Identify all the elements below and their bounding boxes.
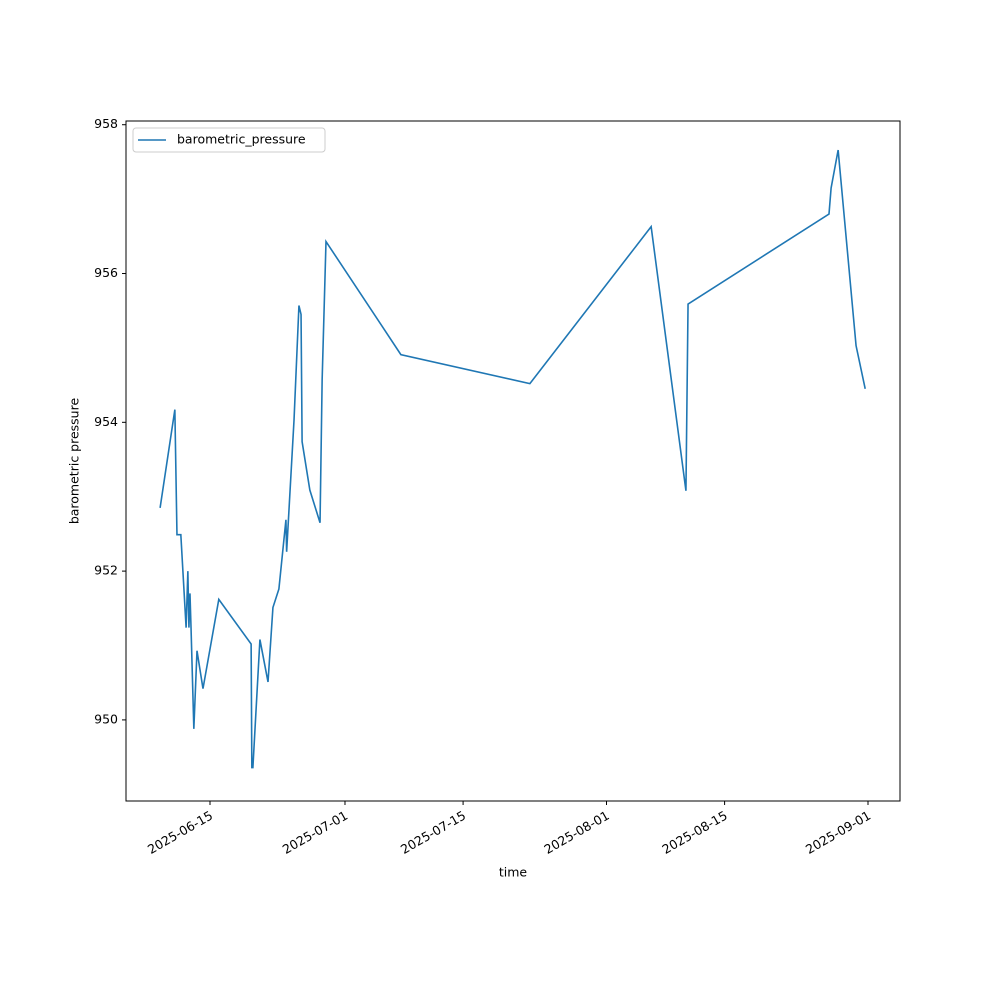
x-tick-label: 2025-08-01 bbox=[541, 808, 611, 857]
plot-frame bbox=[125, 120, 901, 802]
x-tick-label: 2025-07-15 bbox=[398, 808, 468, 857]
y-tick-label: 952 bbox=[94, 563, 118, 578]
data-line bbox=[159, 149, 866, 769]
x-tick-label: 2025-07-01 bbox=[280, 808, 350, 857]
y-tick-label: 954 bbox=[94, 414, 118, 429]
y-tick-label: 956 bbox=[94, 265, 118, 280]
y-axis-label: barometric pressure bbox=[67, 398, 82, 525]
y-tick-label: 958 bbox=[94, 116, 118, 131]
legend-label: barometric_pressure bbox=[177, 132, 306, 147]
legend-box bbox=[132, 127, 326, 153]
x-tick-label: 2025-08-15 bbox=[659, 808, 729, 857]
y-tick-label: 950 bbox=[94, 711, 118, 726]
x-tick-label: 2025-06-15 bbox=[145, 808, 215, 857]
x-tick-label: 2025-09-01 bbox=[803, 808, 873, 857]
x-axis-label: time bbox=[499, 865, 528, 880]
